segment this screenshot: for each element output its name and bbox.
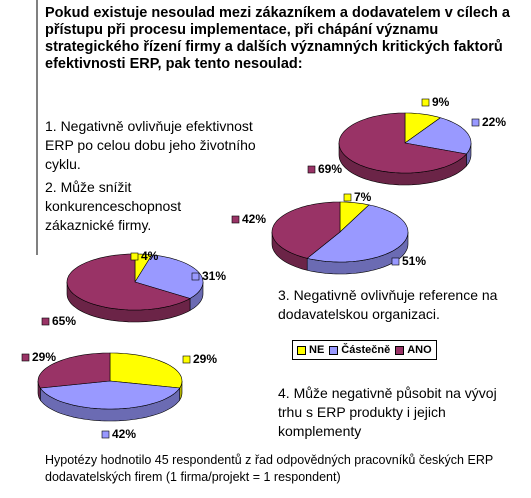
label-key <box>307 165 316 174</box>
footnote: Hypotézy hodnotilo 45 respondentů z řad … <box>45 453 493 484</box>
legend-swatch <box>297 345 306 355</box>
pie-slice <box>66 253 191 311</box>
pie-slice <box>37 352 111 389</box>
value-label: 42% <box>242 212 266 226</box>
legend-label: NE <box>309 344 325 356</box>
value-label: 9% <box>432 95 450 109</box>
statement: 1. Negativně ovlivňuje efektivnost ERP p… <box>45 118 256 172</box>
label-key <box>421 98 430 107</box>
statement: 2. Může snížit konkurenceschopnost zákaz… <box>45 179 182 233</box>
value-label: 7% <box>354 190 372 204</box>
value-label: 29% <box>193 352 217 366</box>
value-label: 65% <box>52 314 76 328</box>
label-key <box>101 430 110 439</box>
value-label: 22% <box>482 115 506 129</box>
pie-slice <box>306 204 409 263</box>
label-key <box>343 193 352 202</box>
label-key <box>471 118 480 127</box>
value-label: 31% <box>202 269 226 283</box>
pie-slice <box>109 352 183 389</box>
legend-swatch <box>329 345 339 355</box>
legend-label: ANO <box>407 344 432 356</box>
pie-slice <box>271 201 341 259</box>
pie-slice <box>404 117 472 155</box>
label-key <box>191 272 200 281</box>
label-key <box>391 257 400 266</box>
pie-slice <box>338 112 467 174</box>
label-key <box>41 317 50 326</box>
pie-slice <box>404 112 442 144</box>
title: Pokud existuje nesoulad mezi zákazníkem … <box>45 5 510 72</box>
statement: 4. Může negativně působit na vývoj trhu … <box>278 385 497 439</box>
legend-item: ANO <box>395 344 432 356</box>
label-key <box>130 252 139 261</box>
value-label: 29% <box>32 350 56 364</box>
pie-slice <box>39 380 181 410</box>
value-label: 42% <box>112 427 136 441</box>
legend: NE Částečně ANO <box>292 340 437 360</box>
value-label: 69% <box>318 162 342 176</box>
legend-swatch <box>395 345 405 355</box>
pie-slice <box>339 201 370 233</box>
label-key <box>231 215 240 224</box>
label-key <box>21 353 30 362</box>
legend-label: Částečně <box>341 344 391 356</box>
statement: 3. Negativně ovlivňuje reference na doda… <box>278 287 498 322</box>
pie-slice <box>134 254 204 299</box>
value-label: 4% <box>141 249 159 263</box>
legend-item: Částečně <box>329 344 390 356</box>
label-key <box>182 355 191 364</box>
legend-item: NE <box>297 344 324 356</box>
value-label: 51% <box>402 254 426 268</box>
